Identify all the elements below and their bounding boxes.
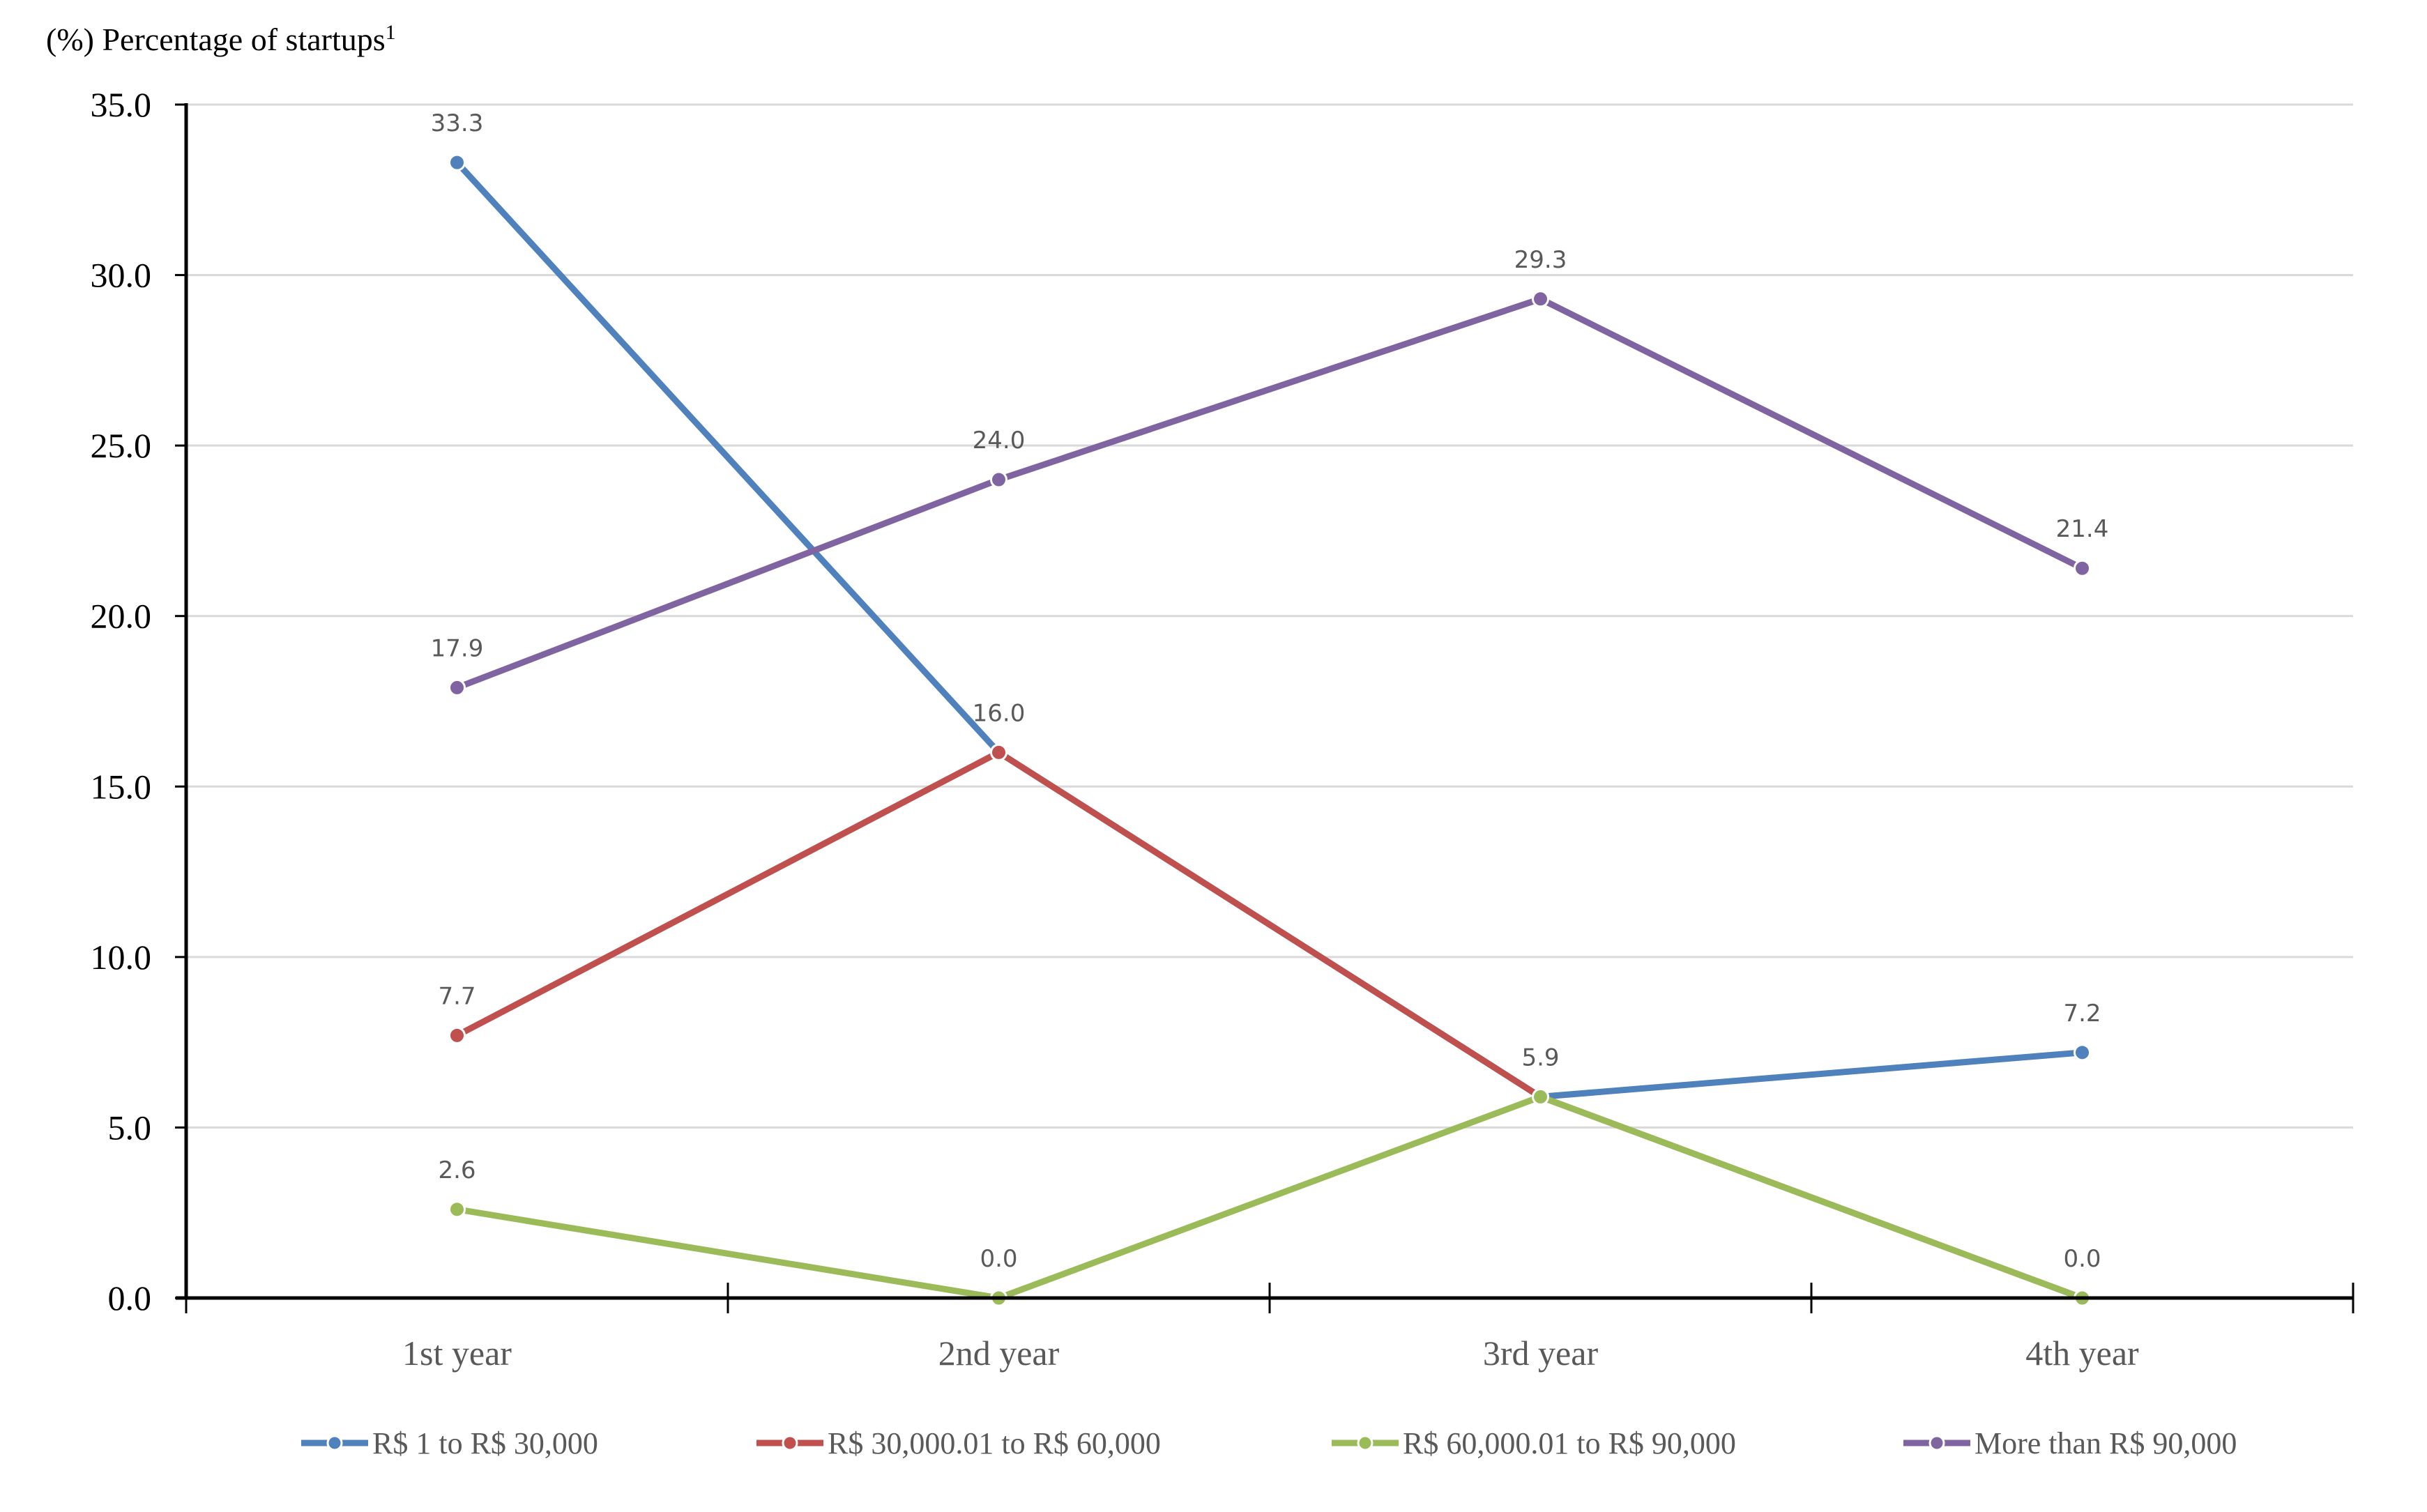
data-point-marker <box>1532 1087 1549 1106</box>
y-tick-label: 20.0 <box>91 597 152 636</box>
series-4 <box>448 290 2091 696</box>
y-tick-label: 25.0 <box>91 426 152 465</box>
y-tick-label: 30.0 <box>91 256 152 295</box>
data-label: 29.3 <box>1514 246 1567 274</box>
data-label: 24.0 <box>973 427 1026 455</box>
x-tick-label: 4th year <box>2025 1334 2139 1373</box>
legend-marker-icon <box>782 1435 798 1451</box>
y-axis-ticks: 0.0 5.0 10.0 15.0 20.0 25.0 30.0 35.0 <box>91 85 186 1318</box>
legend-label: R$ 60,000.01 to R$ 90,000 <box>1403 1426 1736 1460</box>
series-lines <box>448 153 2091 1307</box>
data-label: 7.2 <box>2063 1000 2101 1028</box>
data-point-marker <box>448 1200 466 1219</box>
series-1 <box>448 153 2091 1106</box>
legend-item: R$ 1 to R$ 30,000 <box>301 1426 598 1460</box>
data-point-marker <box>448 678 466 696</box>
x-tick-label: 1st year <box>402 1334 512 1373</box>
series-line <box>454 1093 2085 1301</box>
legend-label: More than R$ 90,000 <box>1975 1426 2237 1460</box>
data-point-marker <box>990 471 1007 489</box>
data-label: 2.6 <box>438 1156 475 1184</box>
series-3 <box>448 1087 2091 1307</box>
data-point-marker <box>448 1026 466 1044</box>
data-point-marker <box>2074 1044 2091 1062</box>
legend-label: R$ 1 to R$ 30,000 <box>372 1426 598 1460</box>
legend-item: More than R$ 90,000 <box>1903 1426 2237 1460</box>
legend-marker-icon <box>1357 1435 1374 1451</box>
legend-marker-icon <box>1928 1435 1945 1451</box>
data-labels: 33.3 7.2 7.7 16.0 2.6 0.0 5.9 0.0 17.9 24.0 29.3 21… <box>431 109 2109 1273</box>
data-point-marker <box>448 153 466 171</box>
chart-title-superscript: 1 <box>386 21 396 44</box>
legend-marker-icon <box>326 1435 343 1451</box>
data-label: 17.9 <box>431 634 484 662</box>
legend-item: R$ 30,000.01 to R$ 60,000 <box>756 1426 1161 1460</box>
x-axis-ticks: 1st year 2nd year 3rd year 4th year <box>185 1283 2354 1373</box>
data-point-marker <box>2074 559 2091 577</box>
series-line <box>454 749 2085 1301</box>
y-tick-label: 35.0 <box>91 85 152 124</box>
data-point-marker <box>990 743 1007 761</box>
gridlines <box>186 103 2353 1129</box>
chart-title: (%) Percentage of startups1 <box>46 21 396 57</box>
chart-title-text: (%) Percentage of startups <box>46 22 386 57</box>
data-point-marker <box>1532 290 1549 308</box>
data-label: 16.0 <box>973 699 1026 727</box>
legend: R$ 1 to R$ 30,000 R$ 30,000.01 to R$ 60,0… <box>301 1426 2237 1460</box>
x-tick-label: 3rd year <box>1483 1334 1599 1373</box>
data-label: 7.7 <box>438 982 475 1010</box>
data-label: 0.0 <box>980 1245 1017 1273</box>
data-label: 5.9 <box>1521 1044 1559 1071</box>
x-tick-label: 2nd year <box>938 1334 1060 1373</box>
data-label: 21.4 <box>2056 515 2109 543</box>
data-label: 33.3 <box>431 109 484 137</box>
legend-label: R$ 30,000.01 to R$ 60,000 <box>828 1426 1161 1460</box>
y-tick-label: 10.0 <box>91 938 152 977</box>
y-tick-label: 15.0 <box>91 767 152 806</box>
y-tick-label: 0.0 <box>108 1278 152 1318</box>
y-tick-label: 5.0 <box>108 1108 152 1147</box>
series-2 <box>448 743 2091 1307</box>
data-label: 0.0 <box>2063 1245 2101 1273</box>
legend-item: R$ 60,000.01 to R$ 90,000 <box>1332 1426 1736 1460</box>
series-line <box>454 296 2085 691</box>
